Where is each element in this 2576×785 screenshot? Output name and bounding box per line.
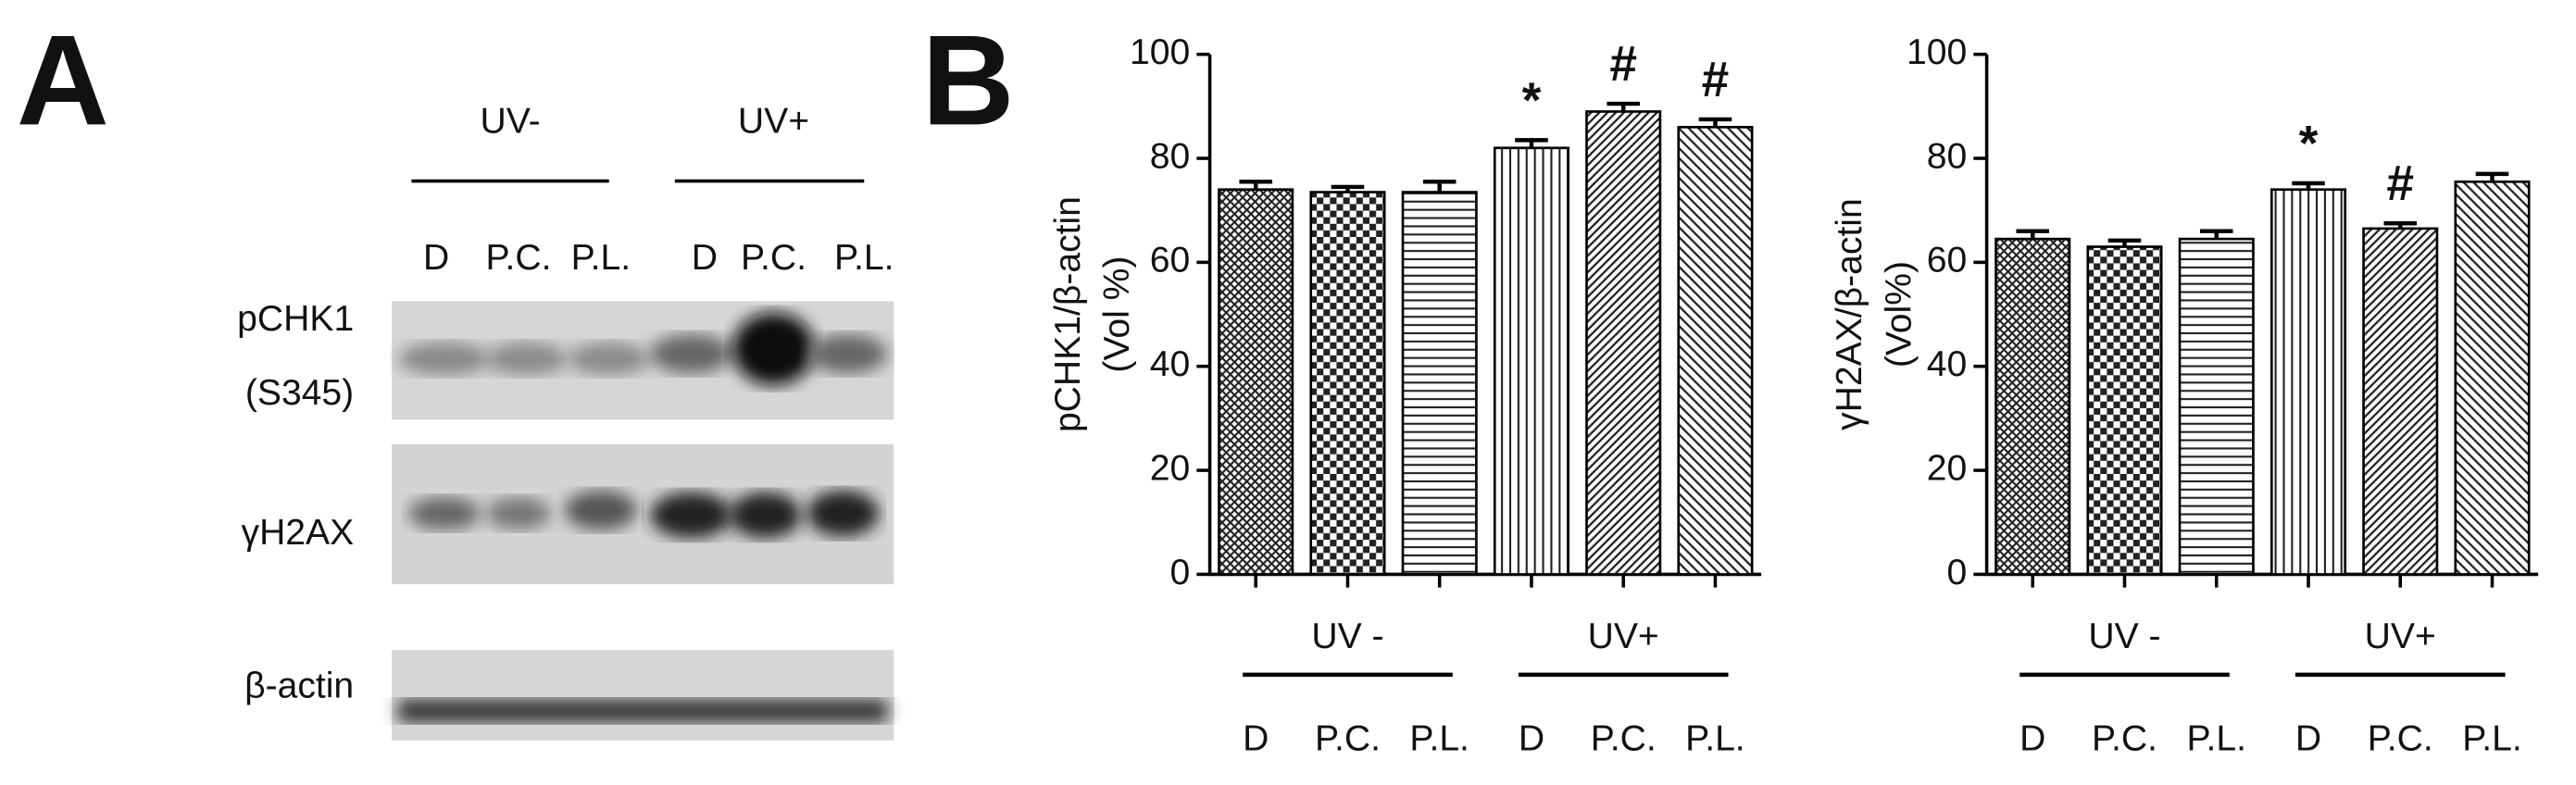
lane-label: P.L.: [571, 238, 631, 278]
error-bar: [2107, 238, 2142, 247]
panel-label: B: [921, 8, 1014, 152]
bar: [2086, 245, 2163, 576]
y-tick-label: 60: [1150, 241, 1190, 280]
error-bar: [1515, 138, 1548, 148]
y-tick-label: 40: [1927, 344, 1967, 384]
y-axis-label: (Vol %): [1097, 256, 1137, 373]
x-tick-label: D: [1243, 718, 1269, 758]
error-bar: [1422, 180, 1457, 193]
x-tick-label: P.C.: [1591, 718, 1657, 758]
y-axis-label: (Vol%): [1879, 261, 1919, 368]
significance-marker: #: [2386, 156, 2414, 211]
bar: [2362, 227, 2439, 576]
y-tick-label: 80: [1150, 136, 1190, 176]
y-tick-label: 100: [1907, 32, 1967, 72]
row-label: pCHK1: [237, 299, 354, 339]
bar: [2178, 237, 2255, 576]
lane-label: D: [692, 238, 718, 278]
bar: [1401, 191, 1478, 576]
group-label: UV-: [480, 102, 540, 142]
row-label: (S345): [245, 373, 354, 413]
x-tick-label: D: [2020, 718, 2045, 758]
error-bar: [2016, 229, 2050, 240]
y-tick-label: 80: [1927, 136, 1967, 176]
error-bar: [1331, 184, 1365, 193]
x-tick-label: P.L.: [2186, 718, 2246, 758]
panel-label: A: [17, 8, 109, 152]
significance-marker: #: [1609, 37, 1637, 92]
y-axis-label: γH2AX/β-actin: [1830, 198, 1869, 430]
bar: [1493, 146, 1569, 576]
x-tick-label: P.L.: [1409, 718, 1469, 758]
error-bar: [2292, 181, 2325, 190]
bar: [1995, 237, 2071, 576]
error-bar: [2199, 229, 2233, 240]
x-tick-label: P.C.: [2092, 718, 2157, 758]
x-tick-label: D: [1519, 718, 1544, 758]
group-label: UV+: [2365, 617, 2436, 656]
significance-marker: #: [1702, 53, 1730, 107]
bar: [1218, 188, 1294, 576]
y-axis-label: pCHK1/β-actin: [1048, 196, 1088, 432]
bar: [2454, 180, 2531, 576]
y-tick-label: 20: [1927, 448, 1967, 488]
x-tick-label: P.L.: [1685, 718, 1745, 758]
y-tick-label: 20: [1150, 448, 1190, 488]
x-tick-label: D: [2295, 718, 2321, 758]
significance-marker: *: [2299, 117, 2319, 171]
error-bar: [1239, 180, 1272, 190]
x-tick-label: P.L.: [2462, 718, 2522, 758]
row-label: β-actin: [244, 666, 354, 705]
blot-images: [392, 301, 894, 741]
error-bar: [1698, 117, 1732, 128]
group-label: UV -: [2088, 617, 2160, 656]
lane-label: P.C.: [485, 238, 551, 278]
bar: [2270, 188, 2347, 576]
y-tick-label: 0: [1169, 553, 1190, 592]
y-tick-label: 60: [1927, 241, 1967, 280]
lane-label: P.L.: [834, 238, 894, 278]
x-tick-label: P.C.: [1315, 718, 1381, 758]
group-label: UV -: [1311, 617, 1383, 656]
lane-label: P.C.: [741, 238, 807, 278]
y-tick-label: 0: [1947, 553, 1968, 592]
y-tick-label: 100: [1130, 32, 1190, 72]
group-label: UV+: [738, 102, 809, 142]
bar: [1677, 126, 1754, 576]
bar: [1585, 110, 1662, 576]
significance-marker: *: [1522, 73, 1542, 128]
y-tick-label: 40: [1150, 344, 1190, 384]
error-bar: [2475, 171, 2509, 182]
bar: [1309, 191, 1386, 576]
error-bar: [2383, 221, 2418, 229]
error-bar: [1607, 101, 1640, 112]
row-label: γH2AX: [242, 513, 355, 553]
group-label: UV+: [1588, 617, 1659, 656]
lane-label: D: [423, 238, 449, 278]
x-tick-label: P.C.: [2368, 718, 2433, 758]
